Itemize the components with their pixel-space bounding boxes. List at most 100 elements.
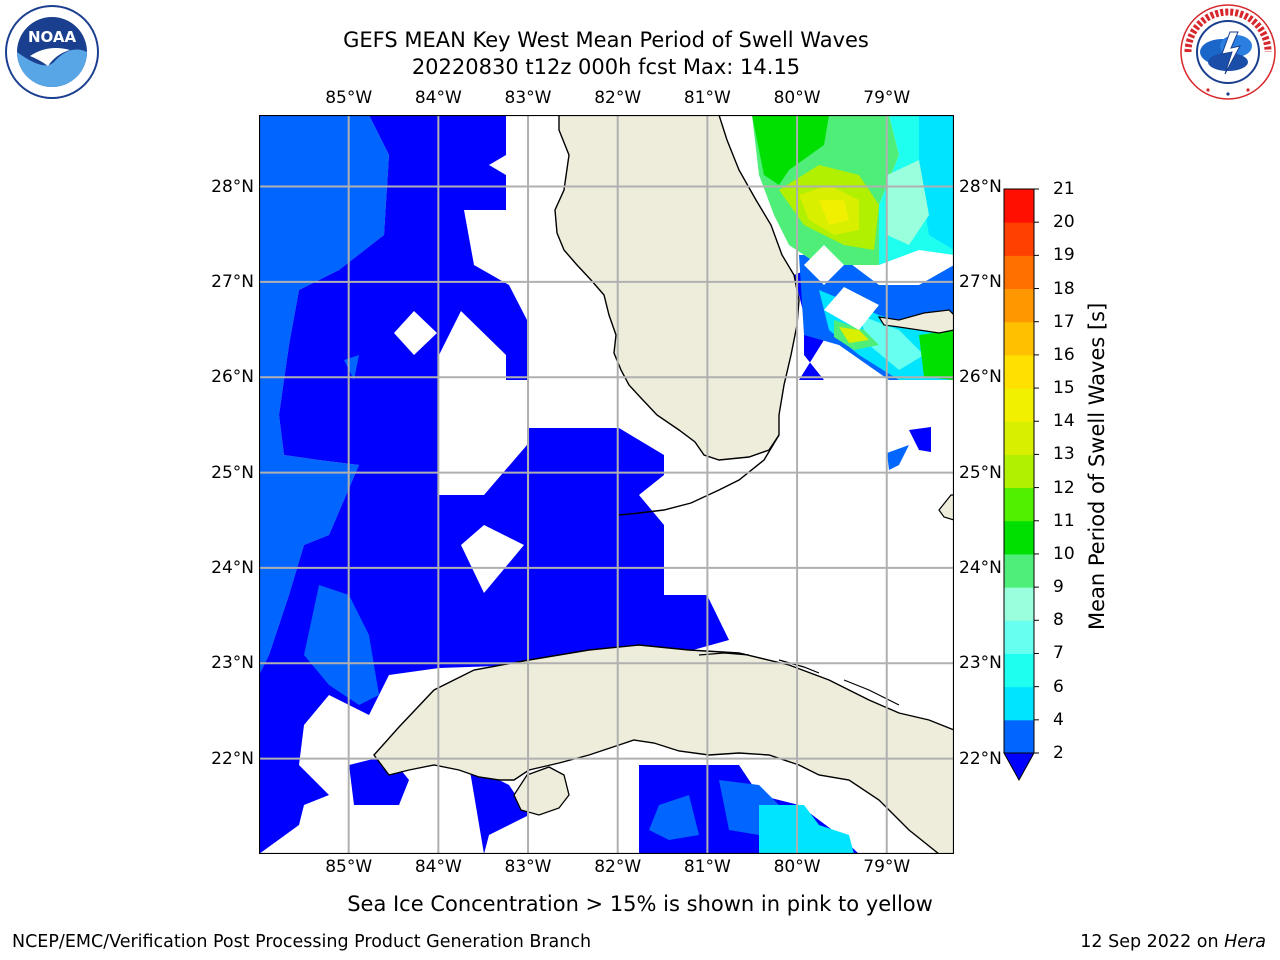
- footer-date: 12 Sep 2022 on Hera: [1080, 932, 1266, 952]
- bahamas-grand-bahama: [877, 309, 954, 334]
- colorbar-segment: [1004, 587, 1034, 621]
- longitude-tick-label: 85°W: [325, 857, 373, 877]
- swell-band-2-4: [887, 445, 909, 470]
- longitude-tick-label: 79°W: [863, 88, 911, 108]
- colorbar-segment: [1004, 719, 1034, 754]
- noaa-logo-text: NOAA: [28, 28, 77, 46]
- footer-date-text: 12 Sep 2022 on: [1080, 932, 1225, 952]
- colorbar-tick-label: 15: [1053, 378, 1075, 399]
- footer-credit: NCEP/EMC/Verification Post Processing Pr…: [12, 932, 592, 952]
- longitude-tick-label: 79°W: [863, 857, 911, 877]
- latitude-tick-label: 28°N: [959, 176, 1002, 197]
- swell-below-2: [909, 427, 931, 452]
- swell-band-10-11: [752, 115, 829, 185]
- colorbar-frame: [1003, 188, 1035, 754]
- colorbar-label: Mean Period of Swell Waves [s]: [1085, 302, 1109, 630]
- longitude-tick-label: 82°W: [594, 857, 642, 877]
- graticule: [259, 115, 954, 854]
- swell-band-12-13: [839, 327, 869, 343]
- longitude-tick-label: 85°W: [325, 88, 373, 108]
- colorbar-segment: [1004, 321, 1034, 356]
- longitude-tick-label: 81°W: [683, 857, 731, 877]
- latitude-tick-label: 26°N: [959, 367, 1002, 388]
- colorbar-tick-label: 2: [1053, 743, 1064, 763]
- missing-data: [394, 311, 437, 355]
- longitude-tick-label: 84°W: [414, 857, 462, 877]
- sea-ice-note: Sea Ice Concentration > 15% is shown in …: [347, 892, 933, 916]
- colorbar-tick-label: 9: [1053, 577, 1064, 598]
- longitude-tick-label: 83°W: [504, 857, 552, 877]
- land-areas: [373, 115, 954, 854]
- missing-data: [824, 287, 879, 330]
- latitude-tick-label: 23°N: [959, 653, 1002, 674]
- latitude-tick-label: 27°N: [211, 271, 254, 292]
- latitude-tick-label: 25°N: [959, 462, 1002, 483]
- missing-data: [461, 525, 524, 593]
- swell-below-2: [259, 115, 729, 765]
- map-frame: [259, 115, 954, 854]
- footer-host: Hera: [1224, 932, 1266, 952]
- swell-below-2: [259, 765, 329, 854]
- swell-band-8-9: [859, 315, 924, 370]
- longitude-tick-label: 82°W: [594, 88, 642, 108]
- colorbar-segment: [1004, 520, 1034, 555]
- florida-landmass: [554, 115, 800, 461]
- nws-logo: [1180, 4, 1276, 100]
- colorbar-segment: [1004, 553, 1034, 588]
- page-subtitle: 20220830 t12z 000h fcst Max: 14.15: [411, 55, 801, 79]
- swell-band-8-9: [887, 160, 929, 245]
- colorbar-tick-label: 8: [1053, 610, 1064, 631]
- swell-band-2-4: [649, 795, 699, 840]
- colorbar-segment: [1004, 222, 1034, 256]
- colorbar: [1003, 188, 1039, 782]
- latitude-tick-label: 22°N: [959, 748, 1002, 769]
- colorbar-tick-label: 14: [1053, 411, 1075, 432]
- noaa-logo: NOAA: [5, 5, 99, 99]
- swell-band-2-4: [304, 585, 379, 705]
- page-title: GEFS MEAN Key West Mean Period of Swell …: [343, 28, 869, 52]
- colorbar-segment: [1004, 421, 1034, 455]
- colorbar-tick-label: 13: [1053, 444, 1075, 465]
- colorbar-tick-label: 20: [1053, 212, 1075, 233]
- colorbar-tick-label: 4: [1053, 709, 1064, 730]
- colorbar-segment: [1004, 454, 1034, 489]
- map-plot: [259, 115, 954, 854]
- latitude-tick-label: 24°N: [211, 557, 254, 578]
- latitude-tick-label: 27°N: [959, 271, 1002, 292]
- florida-keys: [618, 434, 780, 516]
- latitude-tick-label: 26°N: [211, 367, 254, 388]
- colorbar-segment: [1004, 620, 1034, 654]
- colorbar-segment: [1004, 189, 1034, 223]
- longitude-tick-label: 84°W: [414, 88, 462, 108]
- colorbar-tick-label: 11: [1053, 510, 1075, 531]
- missing-data: [439, 311, 506, 380]
- colorbar-tick-label: 17: [1053, 311, 1075, 332]
- swell-band-14-15: [819, 200, 849, 225]
- longitude-tick-label: 83°W: [504, 88, 552, 108]
- colorbar-segment: [1004, 487, 1034, 522]
- latitude-tick-label: 24°N: [959, 557, 1002, 578]
- colorbar-segment: [1004, 288, 1034, 323]
- longitude-tick-label: 81°W: [683, 88, 731, 108]
- bahamas-andros: [938, 494, 954, 521]
- colorbar-tick-label: 21: [1053, 179, 1075, 199]
- swell-period-field: [259, 115, 954, 854]
- cuba-landmass: [373, 644, 954, 854]
- swell-band-2-4: [259, 115, 389, 675]
- longitude-tick-label: 80°W: [773, 857, 821, 877]
- colorbar-segment: [1004, 388, 1034, 422]
- latitude-tick-label: 25°N: [211, 462, 254, 483]
- colorbar-segment: [1004, 354, 1034, 389]
- missing-data: [804, 245, 844, 285]
- colorbar-tick-label: 6: [1053, 676, 1064, 697]
- colorbar-tick-label: 19: [1053, 245, 1075, 266]
- colorbar-tick-label: 10: [1053, 543, 1075, 564]
- latitude-tick-label: 22°N: [211, 748, 254, 769]
- swell-band-4-6: [759, 805, 854, 854]
- colorbar-extend-min: [1003, 752, 1035, 782]
- colorbar-segment: [1004, 255, 1034, 290]
- colorbar-tick-label: 18: [1053, 278, 1075, 299]
- colorbar-tick-label: 7: [1053, 643, 1064, 664]
- colorbar-tick-label: 16: [1053, 344, 1075, 365]
- colorbar-segment: [1004, 686, 1034, 721]
